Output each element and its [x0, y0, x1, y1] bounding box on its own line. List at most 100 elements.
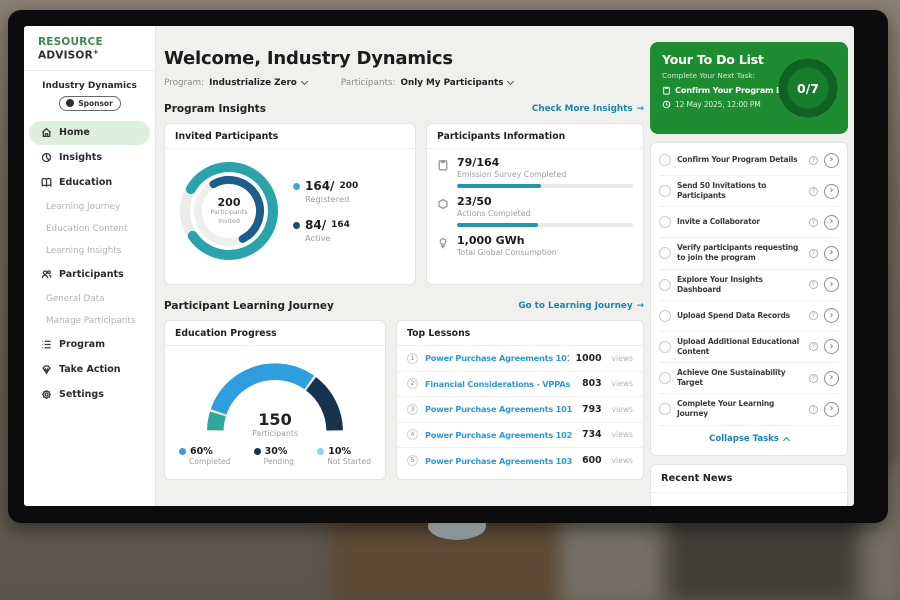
task-row[interactable]: Verify participants requesting to join t…: [659, 238, 839, 270]
program-filter[interactable]: Program: Industrialize Zero: [164, 77, 308, 88]
task-info-icon[interactable]: ?: [809, 217, 818, 227]
task-info-icon[interactable]: ?: [809, 404, 818, 414]
legend-not-started: 10% Not Started: [317, 446, 371, 466]
invited-participants-card: Invited Participants 200: [164, 123, 416, 285]
lesson-row: 5 Power Purchase Agreements 103 600 views: [397, 448, 643, 474]
donut-ring-active: [194, 176, 264, 246]
arrow-right-icon: →: [636, 104, 644, 114]
task-chevron-icon[interactable]: ›: [824, 277, 839, 293]
education-progress-card: Education Progress 150 Participants: [164, 320, 386, 480]
sidebar-item-general-data[interactable]: General Data: [46, 293, 105, 304]
metric-emission-survey: 79/164 Emission Survey Completed: [427, 149, 643, 188]
sidebar-item-take-action[interactable]: Take Action: [29, 358, 150, 382]
sidebar-item-learning-insights[interactable]: Learning Insights: [46, 245, 122, 256]
sidebar-item-program[interactable]: Program: [29, 333, 150, 357]
task-chevron-icon[interactable]: ›: [824, 339, 839, 355]
legend-completed: 60% Completed: [179, 446, 230, 466]
todo-progress-count: 0/7: [797, 80, 819, 96]
lesson-link[interactable]: Power Purchase Agreements 103: [425, 455, 573, 466]
sidebar-item-manage-participants[interactable]: Manage Participants: [46, 315, 136, 326]
collapse-tasks-link[interactable]: Collapse Tasks: [659, 426, 839, 453]
task-chevron-icon[interactable]: ›: [824, 214, 839, 230]
sidebar-item-insights[interactable]: Insights: [29, 146, 150, 170]
sidebar: RESOURCE ADVISOR+ Industry Dynamics Spon…: [24, 26, 156, 506]
monitor-bezel: RESOURCE ADVISOR+ Industry Dynamics Spon…: [8, 10, 888, 523]
sidebar-item-home[interactable]: Home: [29, 120, 150, 145]
gauge-seg-1: [207, 363, 343, 432]
task-chevron-icon[interactable]: ›: [824, 183, 839, 199]
todo-title: Your To Do List: [662, 52, 764, 67]
emission-progress-bar: [457, 184, 633, 188]
todo-progress-ring: 0/7: [776, 56, 840, 120]
sidebar-item-education-content[interactable]: Education Content: [46, 223, 128, 234]
task-checkbox[interactable]: [659, 403, 671, 416]
task-chevron-icon[interactable]: ›: [824, 401, 839, 417]
sidebar-item-participants[interactable]: Participants: [29, 263, 150, 287]
task-checkbox[interactable]: [659, 247, 671, 260]
todo-due-date: 12 May 2025, 12:00 PM: [662, 100, 838, 109]
task-row[interactable]: Upload Additional Educational Content ? …: [659, 332, 839, 363]
task-info-icon[interactable]: ?: [809, 342, 818, 352]
task-info-icon[interactable]: ?: [809, 155, 818, 165]
task-row[interactable]: Upload Spend Data Records ? ›: [659, 301, 839, 332]
rank-badge: 3: [407, 403, 418, 415]
task-row[interactable]: Send 50 Invitations to Participants ? ›: [659, 176, 839, 208]
task-info-icon[interactable]: ?: [809, 373, 818, 383]
take-action-icon: [42, 365, 51, 375]
task-checkbox[interactable]: [659, 185, 671, 198]
task-checkbox[interactable]: [659, 216, 671, 229]
task-checkbox[interactable]: [659, 278, 671, 291]
lesson-link[interactable]: Power Purchase Agreements 101: [425, 404, 573, 415]
lesson-link[interactable]: Financial Considerations - VPPAs: [425, 378, 571, 389]
actions-progress-bar: [457, 223, 633, 227]
task-checkbox[interactable]: [659, 154, 671, 166]
task-chevron-icon[interactable]: ›: [824, 370, 839, 386]
task-checkbox[interactable]: [659, 372, 671, 385]
task-checkbox[interactable]: [659, 340, 671, 353]
chevron-up-icon: [782, 436, 790, 444]
task-info-icon[interactable]: ?: [809, 186, 818, 196]
task-chevron-icon[interactable]: ›: [824, 152, 839, 168]
task-info-icon[interactable]: ?: [809, 311, 818, 321]
participants-information-card: Participants Information 79/164 Emission…: [426, 123, 644, 285]
task-row[interactable]: Confirm Your Program Details ? ›: [659, 145, 839, 176]
rank-badge: 1: [407, 352, 418, 364]
chevron-down-icon: [507, 77, 515, 86]
task-chevron-icon[interactable]: ›: [824, 308, 839, 324]
learning-cards: Education Progress 150 Participants: [164, 320, 644, 480]
rank-badge: 2: [407, 378, 418, 390]
lesson-link[interactable]: Power Purchase Agreements 101: [425, 353, 569, 364]
sponsor-icon: [66, 99, 75, 107]
legend-active: 84/164 Active: [293, 218, 358, 243]
home-icon: [41, 127, 52, 137]
legend-dot: [179, 448, 186, 455]
legend-dot: [253, 448, 261, 455]
main-content: Welcome, Industry Dynamics Program: Indu…: [156, 26, 650, 506]
go-to-learning-journey-link[interactable]: Go to Learning Journey →: [518, 301, 644, 311]
sponsor-badge[interactable]: Sponsor: [58, 95, 121, 111]
insights-icon: [41, 152, 52, 163]
task-info-icon[interactable]: ?: [809, 280, 818, 290]
gauge-participants-count: 150: [258, 410, 292, 429]
task-checkbox[interactable]: [659, 309, 671, 322]
task-row[interactable]: Explore Your Insights Dashboard ? ›: [659, 270, 839, 301]
invited-legend: 164/200 Registered 84/164 Active: [293, 179, 358, 243]
sidebar-item-learning-journey[interactable]: Learning Journey: [46, 201, 121, 212]
lesson-row: 3 Power Purchase Agreements 101 793 views: [397, 397, 643, 423]
settings-icon: [42, 390, 51, 399]
task-row[interactable]: Achieve One Sustainability Target ? ›: [659, 363, 839, 395]
task-row[interactable]: Complete Your Learning Journey ? ›: [659, 394, 839, 426]
sidebar-item-settings[interactable]: Settings: [29, 383, 150, 407]
task-chevron-icon[interactable]: ›: [824, 245, 839, 261]
todo-panel: Your To Do List Complete Your Next Task:…: [650, 26, 854, 506]
participants-filter[interactable]: Participants: Only My Participants: [341, 77, 515, 88]
clipboard-icon: [438, 160, 448, 171]
lesson-link[interactable]: Power Purchase Agreements 102: [425, 429, 573, 440]
sidebar-item-education[interactable]: Education: [29, 171, 150, 195]
education-icon: [41, 178, 52, 187]
bulb-icon: [439, 238, 447, 249]
task-info-icon[interactable]: ?: [809, 248, 818, 258]
check-more-insights-link[interactable]: Check More Insights →: [531, 104, 644, 114]
task-row[interactable]: Invite a Collaborator ? ›: [659, 207, 839, 239]
